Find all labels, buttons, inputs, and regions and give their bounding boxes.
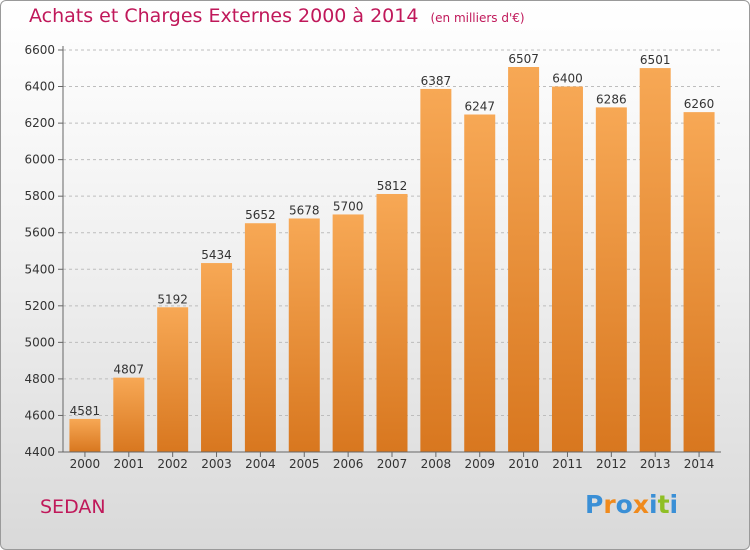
y-tick-label: 5200 bbox=[24, 299, 55, 313]
value-label: 4581 bbox=[70, 404, 101, 418]
y-tick-label: 4400 bbox=[24, 445, 55, 459]
value-label: 6260 bbox=[684, 97, 715, 111]
bar bbox=[376, 193, 408, 453]
value-label: 5192 bbox=[157, 292, 188, 306]
bar bbox=[551, 86, 583, 452]
value-label: 6286 bbox=[596, 92, 627, 106]
x-tick-label: 2003 bbox=[201, 457, 232, 471]
bar bbox=[508, 66, 540, 452]
label-layer: 4581 4807 5192 5434 5652 5678 5700 5812 6387 6247… bbox=[70, 52, 715, 418]
x-tick-label: 2002 bbox=[157, 457, 188, 471]
x-tick-label: 2000 bbox=[70, 457, 101, 471]
bar bbox=[113, 377, 145, 452]
bar bbox=[639, 68, 671, 452]
x-tick-label: 2005 bbox=[289, 457, 320, 471]
bar bbox=[683, 112, 715, 453]
value-label: 4807 bbox=[114, 363, 145, 377]
x-tick-label: 2014 bbox=[684, 457, 715, 471]
commune-name: SEDAN bbox=[40, 496, 106, 518]
x-tick-label: 2007 bbox=[377, 457, 408, 471]
value-label: 6507 bbox=[508, 52, 539, 66]
x-tick-label: 2009 bbox=[464, 457, 495, 471]
value-label: 6400 bbox=[552, 72, 583, 86]
x-tick-label: 2012 bbox=[596, 457, 627, 471]
axis-layer: 4400 4600 4800 5000 5200 5400 5600 5800 6000 6200… bbox=[24, 43, 721, 471]
bar bbox=[201, 263, 233, 452]
y-tick-label: 6600 bbox=[24, 43, 55, 57]
value-label: 5812 bbox=[377, 179, 408, 193]
proxiti-logo: Proxiti bbox=[585, 490, 678, 519]
x-tick-label: 2006 bbox=[333, 457, 364, 471]
logo-letter: P bbox=[585, 490, 604, 519]
y-tick-label: 6400 bbox=[24, 80, 55, 94]
value-label: 5652 bbox=[245, 208, 276, 222]
value-label: 6247 bbox=[464, 100, 495, 114]
value-label: 5678 bbox=[289, 203, 320, 217]
bar bbox=[332, 214, 364, 452]
bar-layer bbox=[69, 66, 715, 453]
logo-letter: o bbox=[615, 490, 633, 519]
y-tick-label: 6000 bbox=[24, 153, 55, 167]
x-tick-label: 2010 bbox=[508, 457, 539, 471]
bar bbox=[244, 223, 276, 452]
y-tick-label: 6200 bbox=[24, 116, 55, 130]
value-label: 5700 bbox=[333, 199, 364, 213]
logo-letter: i bbox=[669, 490, 679, 519]
bar bbox=[420, 88, 452, 453]
x-tick-label: 2004 bbox=[245, 457, 276, 471]
y-tick-label: 5800 bbox=[24, 189, 55, 203]
x-tick-label: 2008 bbox=[421, 457, 452, 471]
value-label: 6501 bbox=[640, 53, 671, 67]
bar bbox=[595, 107, 627, 452]
title-unit: (en milliers d'€) bbox=[430, 11, 525, 25]
y-tick-label: 4800 bbox=[24, 372, 55, 386]
bar bbox=[69, 418, 101, 452]
chart-title: Achats et Charges Externes 2000 à 2014 (e… bbox=[29, 5, 525, 27]
bar bbox=[288, 218, 320, 452]
logo-letter: r bbox=[603, 490, 616, 519]
title-text: Achats et Charges Externes 2000 à 2014 bbox=[29, 5, 419, 27]
value-label: 6387 bbox=[421, 74, 452, 88]
y-tick-label: 4600 bbox=[24, 408, 55, 422]
bar bbox=[157, 307, 189, 452]
y-tick-label: 5600 bbox=[24, 226, 55, 240]
x-tick-label: 2011 bbox=[552, 457, 583, 471]
y-tick-label: 5400 bbox=[24, 262, 55, 276]
x-tick-label: 2001 bbox=[114, 457, 145, 471]
logo-letter: x bbox=[632, 490, 649, 519]
logo-letter: i bbox=[649, 490, 658, 519]
x-tick-label: 2013 bbox=[640, 457, 671, 471]
bar bbox=[464, 114, 496, 453]
y-tick-label: 5000 bbox=[24, 335, 55, 349]
logo-letter: t bbox=[657, 490, 670, 519]
value-label: 5434 bbox=[201, 248, 232, 262]
